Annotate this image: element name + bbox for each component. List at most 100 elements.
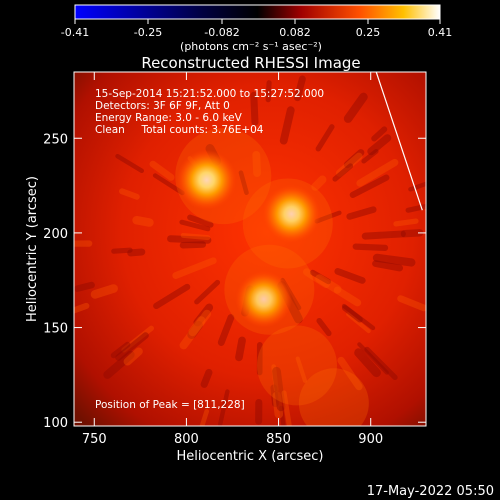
texture-streak: [132, 215, 154, 227]
texture-streak: [303, 268, 330, 289]
texture-streak: [281, 390, 292, 426]
plot-frame: [73, 71, 427, 427]
texture-streak: [393, 218, 419, 227]
x-tick-label: 750: [82, 432, 107, 447]
emission-haze: [224, 244, 315, 335]
texture-streak: [315, 124, 335, 152]
texture-streak: [152, 173, 185, 196]
texture-streak: [115, 153, 145, 174]
texture-streak: [346, 312, 371, 334]
texture-streak: [110, 341, 131, 359]
annotation-time-range: 15-Sep-2014 15:21:52.000 to 15:27:52.000: [95, 88, 324, 100]
texture-streak: [349, 174, 390, 198]
colorbar: [74, 4, 441, 20]
texture-streak: [354, 348, 381, 378]
texture-streak: [265, 80, 272, 103]
texture-streak: [311, 175, 327, 191]
texture-streak: [343, 92, 368, 123]
texture-streak: [335, 152, 363, 177]
texture-streak: [341, 303, 376, 331]
texture-streak: [279, 405, 286, 426]
texture-streak: [74, 281, 95, 292]
texture-streak: [180, 232, 211, 241]
chart-title: Reconstructed RHESSI Image: [141, 54, 360, 72]
texture-streak: [316, 317, 332, 337]
y-tick-label: 150: [43, 322, 68, 337]
annotation-energy-range: Energy Range: 3.0 - 6.0 keV: [95, 112, 243, 124]
texture-streak: [187, 214, 214, 228]
texture-streak: [115, 332, 149, 361]
hxr-source: [176, 149, 237, 210]
colorbar-tick-label: 0.41: [428, 26, 453, 39]
texture-streak: [364, 346, 398, 381]
texture-streak: [127, 248, 146, 257]
texture-streak: [103, 350, 135, 379]
texture-streak: [217, 314, 235, 346]
texture-streak: [187, 320, 203, 339]
texture-streak: [149, 160, 175, 181]
emission-haze: [298, 368, 369, 426]
x-tick-label: 900: [358, 432, 383, 447]
heatmap-streaks: [74, 75, 426, 426]
texture-streak: [372, 253, 416, 267]
y-tick-label: 100: [43, 416, 68, 431]
texture-streak: [346, 206, 377, 220]
texture-streak: [194, 279, 221, 305]
colorbar-tick-label: 0.082: [279, 26, 311, 39]
texture-streak: [272, 391, 284, 419]
heatmap-image: [74, 72, 426, 426]
x-tick-label: 800: [174, 432, 199, 447]
texture-streak: [400, 229, 424, 238]
annotation-detectors: Detectors: 3F 6F 9F, Att 0: [95, 100, 230, 112]
annotation-peak-position: Position of Peak = [811,228]: [95, 399, 245, 411]
colorbar-tick-label: 0.25: [356, 26, 381, 39]
texture-streak: [314, 210, 342, 224]
texture-streak: [153, 283, 191, 310]
texture-streak: [179, 241, 207, 249]
texture-streak: [371, 126, 388, 142]
hxr-source: [235, 270, 293, 328]
texture-streak: [123, 347, 143, 366]
texture-streak: [315, 274, 342, 294]
colorbar-tick-label: -0.25: [134, 26, 162, 39]
heatmap-blobs: [175, 128, 369, 426]
texture-streak: [357, 342, 389, 375]
texture-streak: [271, 364, 279, 393]
texture-streak: [194, 408, 210, 426]
x-axis-label: Heliocentric X (arcsec): [177, 449, 324, 464]
texture-streak: [405, 199, 426, 213]
colorbar-units: (photons cm⁻² s⁻¹ asec⁻²): [180, 40, 322, 53]
texture-streak: [343, 149, 365, 169]
colorbar-tick-label: -0.082: [204, 26, 239, 39]
solar-limb-line: [375, 72, 423, 211]
texture-streak: [332, 163, 354, 182]
texture-streak: [424, 197, 426, 213]
texture-streak: [121, 325, 154, 353]
footer-timestamp: 17-May-2022 05:50: [367, 484, 494, 499]
texture-streak: [255, 398, 263, 425]
texture-streak: [188, 316, 206, 337]
y-tick-label: 200: [43, 227, 68, 242]
texture-streak: [270, 384, 279, 408]
texture-streak: [337, 356, 363, 391]
x-tick-label: 850: [266, 432, 291, 447]
texture-streak: [179, 219, 211, 232]
x-axis-ticks: 750 800 850 900: [82, 72, 383, 447]
texture-streak: [250, 91, 259, 126]
texture-streak: [252, 150, 262, 178]
texture-streak: [238, 170, 249, 196]
texture-streak: [218, 389, 230, 426]
texture-streak: [361, 148, 379, 164]
colorbar-ticks: -0.41 -0.25 -0.082 0.082 0.25 0.41: [61, 19, 452, 39]
texture-streak: [172, 257, 217, 279]
texture-streak: [74, 302, 90, 315]
texture-streak: [333, 286, 362, 307]
texture-streak: [356, 158, 399, 187]
texture-streak: [295, 356, 308, 383]
texture-streak: [279, 106, 295, 145]
annotation-clean-counts: Clean Total counts: 3.76E+04: [95, 124, 264, 136]
texture-streak: [361, 230, 406, 240]
texture-streak: [167, 235, 212, 244]
texture-streak: [74, 240, 93, 247]
texture-streak: [119, 188, 140, 200]
